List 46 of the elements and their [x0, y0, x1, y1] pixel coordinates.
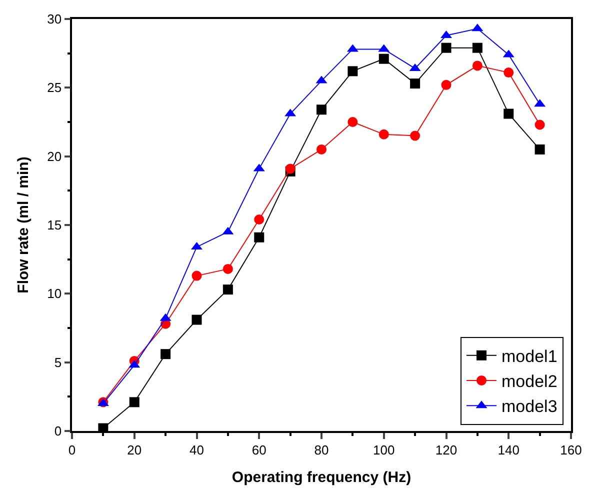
legend-label: model1 — [502, 347, 558, 366]
point — [348, 66, 358, 76]
x-tick-label: 40 — [190, 442, 204, 458]
point — [192, 270, 202, 281]
y-tick-label: 30 — [47, 12, 62, 27]
point — [254, 232, 264, 242]
y-tick-label: 15 — [47, 218, 62, 233]
point — [222, 284, 233, 295]
x-tick-label: 80 — [314, 442, 329, 458]
x-tick-label: 0 — [68, 442, 76, 458]
point — [410, 78, 420, 89]
point — [504, 68, 514, 78]
point — [472, 42, 482, 53]
x-tick-label: 100 — [373, 442, 395, 458]
x-tick-label: 160 — [560, 442, 582, 458]
point — [316, 104, 326, 115]
point — [441, 42, 452, 53]
y-tick-label: 5 — [54, 354, 62, 370]
x-tick-label: 120 — [435, 442, 458, 458]
legend-label: model3 — [502, 397, 558, 416]
x-axis-title: Operating frequency (Hz) — [232, 468, 412, 486]
y-tick-label: 10 — [47, 286, 62, 302]
point — [410, 130, 420, 141]
point — [192, 314, 202, 325]
x-tick-label: 140 — [498, 442, 520, 458]
point — [534, 144, 545, 154]
y-axis-title: Flow rate (ml / min) — [14, 156, 32, 294]
point — [378, 129, 389, 140]
point — [504, 108, 514, 119]
point — [222, 264, 233, 274]
legend-label: model2 — [502, 372, 558, 392]
x-tick-label: 60 — [252, 442, 266, 458]
y-tick-label: 0 — [54, 424, 62, 439]
point — [348, 117, 358, 127]
point — [472, 60, 482, 71]
point — [160, 349, 171, 360]
point — [129, 397, 140, 408]
point — [285, 164, 296, 174]
y-tick-label: 25 — [47, 80, 62, 96]
point — [534, 120, 545, 130]
y-tick-label: 20 — [47, 148, 62, 164]
point — [441, 80, 452, 90]
x-tick-label: 20 — [127, 442, 142, 458]
point — [316, 144, 326, 154]
point — [254, 214, 264, 225]
point — [378, 54, 389, 64]
